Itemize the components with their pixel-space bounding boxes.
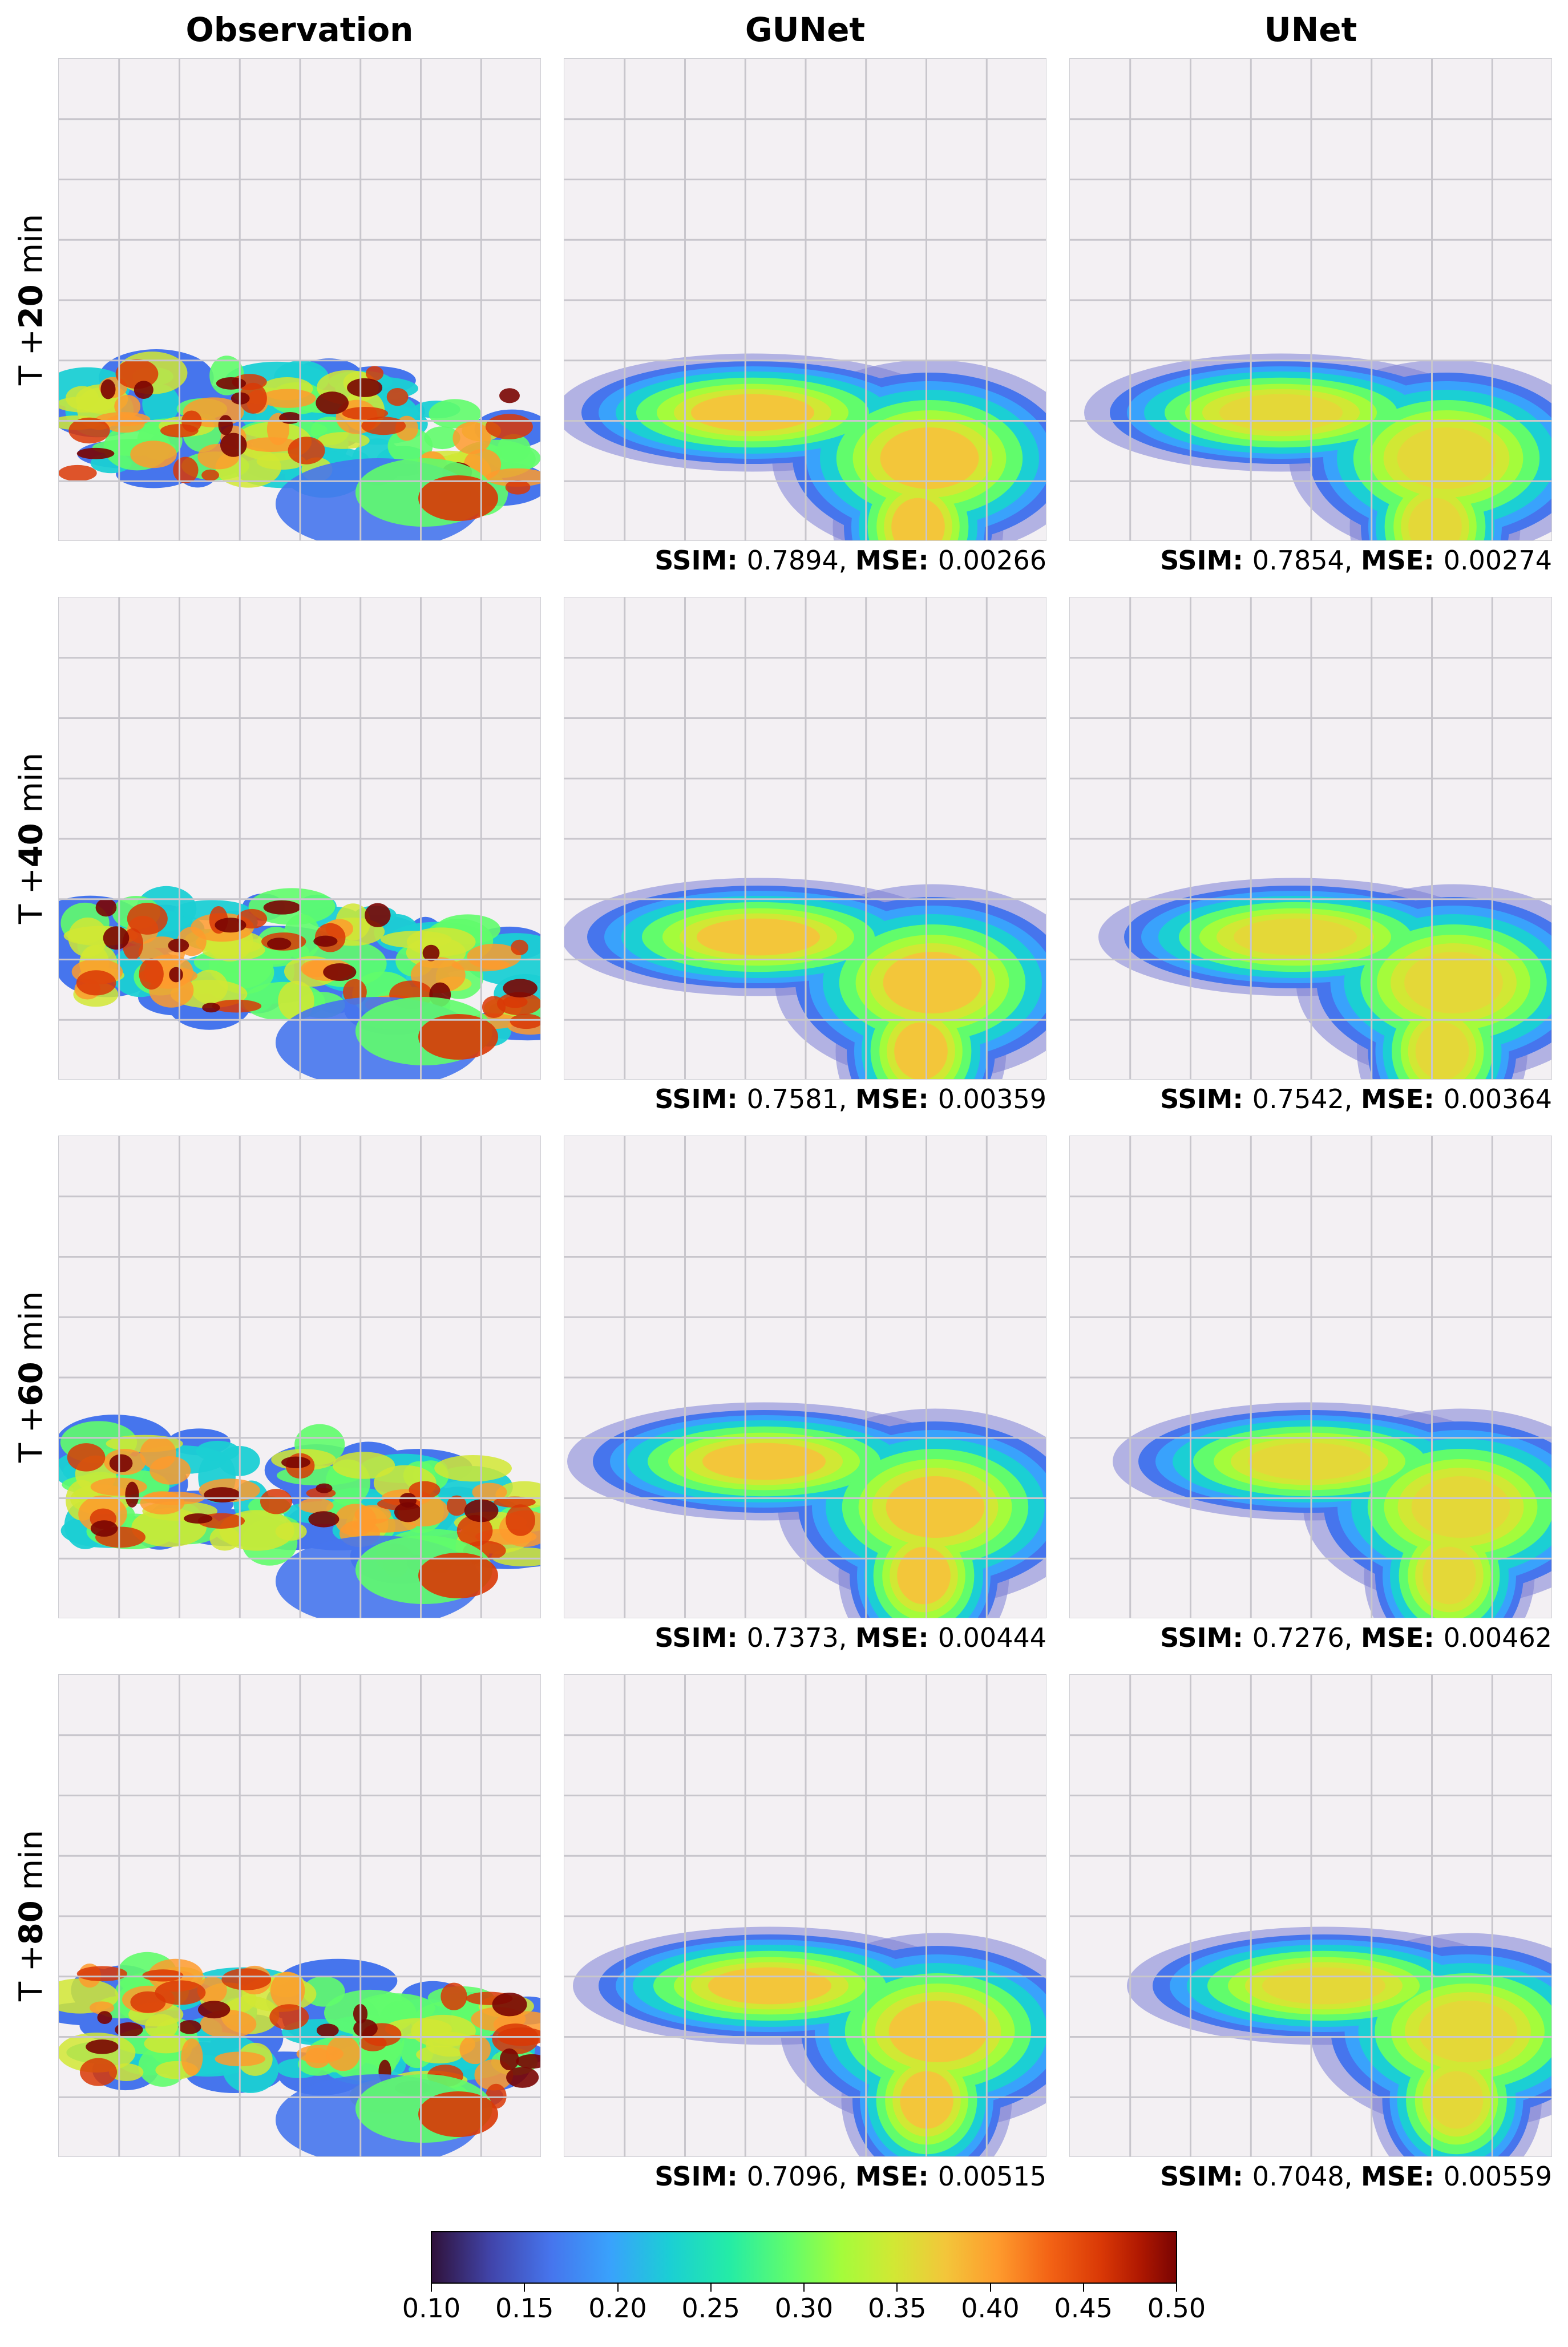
precipitation-field xyxy=(1070,1136,1551,1618)
precipitation-field xyxy=(1070,1675,1551,2156)
colorbar xyxy=(431,2231,1177,2284)
colorbar-tick-label: 0.40 xyxy=(961,2293,1020,2324)
metric-unet-t80: SSIM: 0.7048, MSE: 0.00559 xyxy=(1160,2161,1552,2192)
precipitation-field xyxy=(1070,59,1551,540)
metric-unet-t40: SSIM: 0.7542, MSE: 0.00364 xyxy=(1160,1084,1552,1114)
precipitation-field xyxy=(564,1136,1046,1618)
colorbar-tick xyxy=(1176,2284,1177,2292)
panel-gunet-t80 xyxy=(564,1674,1046,2157)
precipitation-field xyxy=(59,597,540,1079)
precipitation-field xyxy=(1070,597,1551,1079)
metric-unet-t60: SSIM: 0.7276, MSE: 0.00462 xyxy=(1160,1622,1552,1653)
row-label-t20: T +20 min xyxy=(13,213,50,386)
colorbar-tick-label: 0.45 xyxy=(1054,2293,1113,2324)
colorbar-tick-label: 0.10 xyxy=(402,2293,461,2324)
colorbar-tick-label: 0.30 xyxy=(774,2293,834,2324)
panel-observation-t20 xyxy=(58,58,541,541)
colorbar-tick-label: 0.15 xyxy=(495,2293,554,2324)
colorbar-tick xyxy=(803,2284,805,2292)
metric-gunet-t60: SSIM: 0.7373, MSE: 0.00444 xyxy=(654,1622,1046,1653)
panel-observation-t40 xyxy=(58,597,541,1080)
panel-unet-t80 xyxy=(1069,1674,1552,2157)
column-title-unet: UNet xyxy=(1264,10,1357,49)
metric-gunet-t40: SSIM: 0.7581, MSE: 0.00359 xyxy=(654,1084,1046,1114)
colorbar-tick-label: 0.20 xyxy=(588,2293,647,2324)
precipitation-field xyxy=(564,1675,1046,2156)
metric-unet-t20: SSIM: 0.7854, MSE: 0.00274 xyxy=(1160,545,1552,576)
colorbar-tick-label: 0.35 xyxy=(868,2293,927,2324)
panel-gunet-t60 xyxy=(564,1136,1046,1618)
precipitation-field xyxy=(564,59,1046,540)
column-title-gunet: GUNet xyxy=(745,10,866,49)
precipitation-field xyxy=(59,1136,540,1618)
colorbar-tick xyxy=(431,2284,432,2292)
precipitation-field xyxy=(59,59,540,540)
colorbar-tick xyxy=(617,2284,619,2292)
panel-unet-t60 xyxy=(1069,1136,1552,1618)
row-label-t40: T +40 min xyxy=(13,752,50,924)
panel-gunet-t20 xyxy=(564,58,1046,541)
colorbar-tick xyxy=(989,2284,991,2292)
panel-unet-t20 xyxy=(1069,58,1552,541)
column-title-observation: Observation xyxy=(185,10,414,49)
metric-gunet-t80: SSIM: 0.7096, MSE: 0.00515 xyxy=(654,2161,1046,2192)
panel-gunet-t40 xyxy=(564,597,1046,1080)
precipitation-field xyxy=(59,1675,540,2156)
panel-unet-t40 xyxy=(1069,597,1552,1080)
colorbar-tick xyxy=(524,2284,526,2292)
colorbar-tick-label: 0.25 xyxy=(681,2293,740,2324)
colorbar-tick xyxy=(710,2284,712,2292)
panel-observation-t60 xyxy=(58,1136,541,1618)
colorbar-tick-label: 0.50 xyxy=(1147,2293,1206,2324)
precipitation-field xyxy=(564,597,1046,1079)
row-label-t80: T +80 min xyxy=(13,1829,50,2002)
colorbar-tick xyxy=(1082,2284,1084,2292)
colorbar-tick xyxy=(896,2284,898,2292)
metric-gunet-t20: SSIM: 0.7894, MSE: 0.00266 xyxy=(654,545,1046,576)
row-label-t60: T +60 min xyxy=(13,1291,50,1463)
panel-observation-t80 xyxy=(58,1674,541,2157)
